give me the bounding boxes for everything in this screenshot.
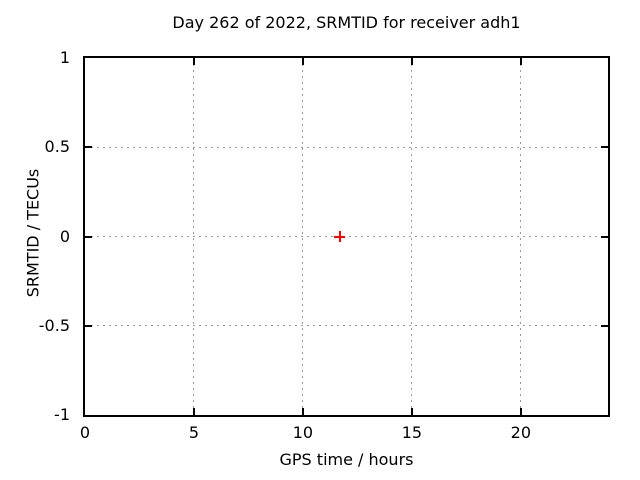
y-tick-label: 1 [59,48,70,67]
x-tick-mark [410,58,413,65]
plot-area [83,56,610,417]
y-tick-mark [85,235,92,238]
y-tick-mark [85,146,92,149]
y-tick-label: 0 [59,226,70,246]
y-tick-mark [601,235,608,238]
x-tick-label: 20 [510,423,531,442]
x-tick-label: 5 [188,423,200,442]
y-tick-label: -0.5 [38,315,70,335]
y-tick-label: 0.5 [44,137,70,157]
x-tick-label: 10 [292,423,314,442]
y-tick-mark [601,324,608,327]
y-tick-label: -1 [54,405,70,424]
y-gridline [85,146,608,148]
x-tick-mark [301,408,304,415]
y-gridline [85,325,608,327]
marker-bar [338,231,341,242]
x-tick-label: 15 [401,423,423,442]
data-point-marker [334,231,346,242]
x-tick-mark [519,58,522,65]
chart-title: Day 262 of 2022, SRMTID for receiver adh… [172,13,521,32]
x-axis-label: GPS time / hours [279,450,414,469]
x-tick-mark [410,408,413,415]
x-tick-mark [519,408,522,415]
x-tick-label: 0 [79,423,91,442]
y-gridline [85,236,608,237]
y-tick-mark [85,324,92,327]
x-tick-mark [192,408,195,415]
x-tick-mark [301,58,304,65]
x-tick-mark [192,58,195,65]
y-tick-mark [601,146,608,149]
